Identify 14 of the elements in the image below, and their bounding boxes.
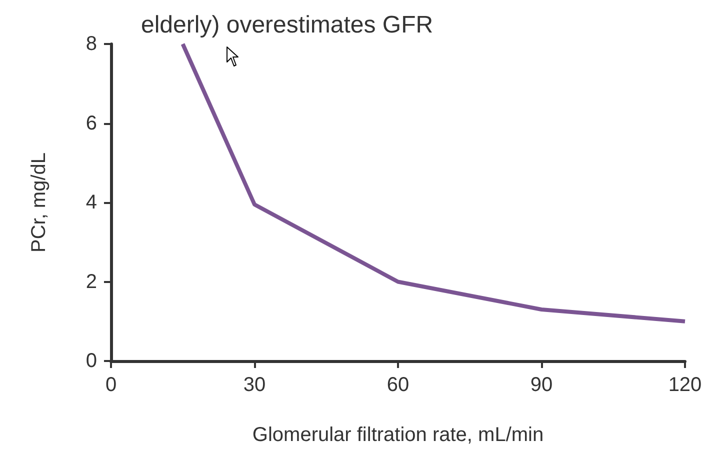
y-tick-label: 6 (86, 112, 97, 134)
x-axis-title: Glomerular filtration rate, mL/min (252, 424, 544, 446)
line-series (180, 42, 687, 324)
x-tick-label: 60 (386, 374, 410, 396)
y-axis-title: PCr, mg/dL (28, 152, 50, 253)
x-tick-label: 30 (243, 374, 266, 396)
y-tick-label: 0 (86, 350, 97, 372)
y-tick-label: 8 (86, 33, 97, 55)
y-tick-label: 4 (86, 192, 97, 214)
x-tick-label: 120 (668, 374, 702, 396)
chart-title: elderly) overestimates GFR (141, 12, 434, 38)
x-tick-label: 90 (530, 374, 553, 396)
y-tick-label: 2 (86, 270, 97, 293)
x-tick-label: 0 (105, 374, 117, 396)
